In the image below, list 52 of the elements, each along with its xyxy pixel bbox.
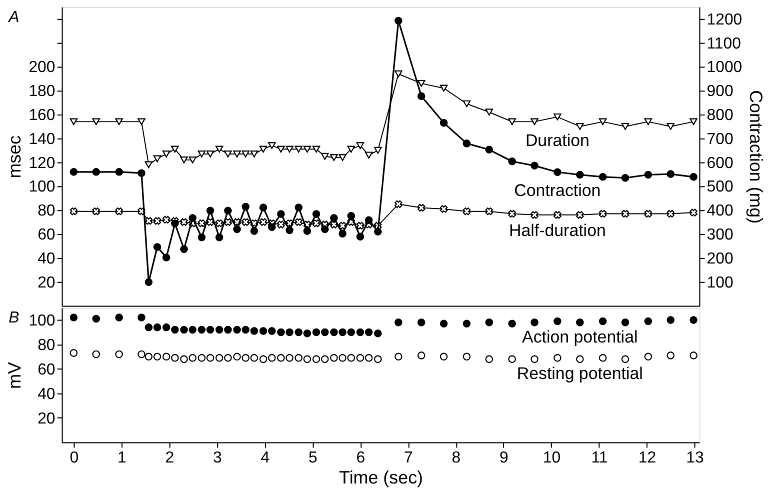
y-tick-label: 120 (28, 154, 56, 172)
x-tick-label: 4 (260, 450, 270, 467)
y-tick-label: 200 (28, 59, 56, 76)
y2-tick-label: 1200 (706, 11, 742, 28)
y2-tick-label: 300 (706, 226, 734, 244)
x-tick-label: 9 (500, 450, 509, 467)
y-tick-label: 60 (38, 361, 56, 378)
x-tick-label: 11 (591, 450, 608, 467)
y2-tick-label: 1000 (706, 59, 742, 76)
y-tick-label: 20 (38, 410, 56, 428)
y-tick-label: 160 (28, 106, 56, 124)
y-axis-title: msec (4, 135, 25, 178)
x-tick-label: 3 (213, 450, 222, 467)
y-tick-label: 60 (38, 226, 56, 244)
y2-tick-label: 800 (706, 106, 734, 124)
x-tick-label: 12 (638, 450, 656, 467)
y-tick-label: 40 (38, 386, 56, 403)
y2-tick-label: 400 (706, 202, 734, 220)
series-label: Duration (525, 130, 590, 150)
y2-tick-label: 1100 (706, 35, 742, 52)
y-tick-label: 140 (28, 130, 56, 148)
y-tick-label: 80 (38, 202, 56, 220)
series-label: Half-duration (509, 220, 606, 240)
x-axis-title: Time (sec) (339, 468, 423, 488)
series-label: Action potential (522, 327, 638, 346)
x-tick-label: 5 (308, 450, 318, 467)
x-tick-label: 2 (165, 450, 174, 467)
y-axis-title: mV (4, 362, 25, 389)
y-tick-label: 180 (28, 83, 56, 100)
y-tick-label: 40 (38, 250, 56, 268)
y2-tick-label: 900 (706, 83, 734, 100)
x-tick-label: 13 (686, 450, 704, 467)
y-tick-label: 20 (38, 274, 56, 292)
x-tick-label: 8 (452, 450, 461, 467)
y2-tick-label: 500 (706, 178, 734, 196)
x-tick-label: 6 (356, 450, 366, 467)
x-tick-label: 10 (542, 450, 561, 467)
y2-tick-label: 700 (706, 130, 734, 148)
y2-tick-label: 200 (706, 250, 734, 268)
x-tick-label: 7 (404, 450, 414, 467)
y2-tick-label: 600 (706, 154, 734, 172)
series-label: Resting potential (516, 364, 643, 384)
y-tick-label: 80 (38, 336, 56, 354)
x-tick-label: 0 (70, 450, 79, 467)
y-tick-label: 100 (28, 312, 56, 330)
y2-tick-label: 100 (706, 274, 734, 292)
text: A (8, 8, 20, 26)
x-tick-label: 1 (118, 450, 127, 467)
text: B (8, 310, 20, 327)
y2-axis-title: Contraction (mg) (746, 90, 766, 224)
series-label: Contraction (514, 181, 601, 200)
y-tick-label: 100 (28, 178, 56, 196)
